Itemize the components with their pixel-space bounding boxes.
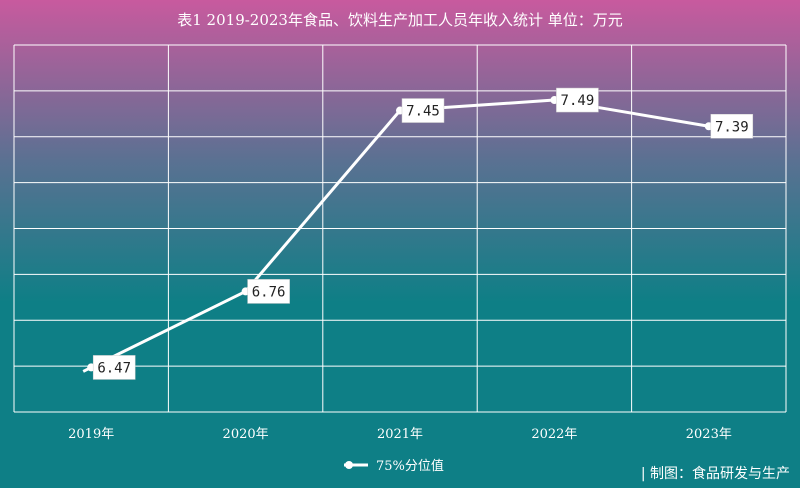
data-labels: 6.47 6.76 7.45 7.49 7.39 [92, 87, 754, 380]
data-label-text: 6.76 [252, 284, 286, 300]
x-tick-label: 2022年 [531, 427, 577, 442]
credit-text: | 制图：食品研发与生产 [641, 465, 790, 482]
x-axis-ticks: 2019年 2020年 2021年 2022年 2023年 [68, 427, 732, 442]
x-tick-label: 2023年 [686, 427, 732, 442]
data-label-text: 6.47 [97, 360, 131, 376]
data-label: 6.76 [247, 279, 290, 304]
legend[interactable]: 75%分位值 [344, 458, 444, 474]
data-label-text: 7.49 [561, 93, 595, 109]
grid [13, 44, 787, 413]
x-tick-label: 2020年 [223, 427, 269, 442]
data-label-box [247, 279, 290, 304]
data-label-box [556, 87, 599, 113]
data-label: 7.49 [556, 87, 599, 113]
x-tick-label: 2019年 [68, 427, 114, 442]
data-label: 7.45 [401, 98, 445, 123]
data-label-text: 7.39 [715, 119, 749, 135]
legend-marker [345, 461, 353, 469]
data-label-text: 7.45 [406, 104, 440, 120]
data-label-box [401, 98, 445, 123]
data-label-box [710, 114, 754, 139]
data-label-box [92, 355, 136, 380]
chart-title: 表1 2019-2023年食品、饮料生产加工人员年收入统计 单位：万元 [177, 11, 623, 29]
data-label: 7.39 [710, 114, 754, 139]
legend-series-name: 75%分位值 [376, 458, 444, 474]
data-label: 6.47 [92, 355, 136, 380]
x-tick-label: 2021年 [377, 427, 423, 442]
